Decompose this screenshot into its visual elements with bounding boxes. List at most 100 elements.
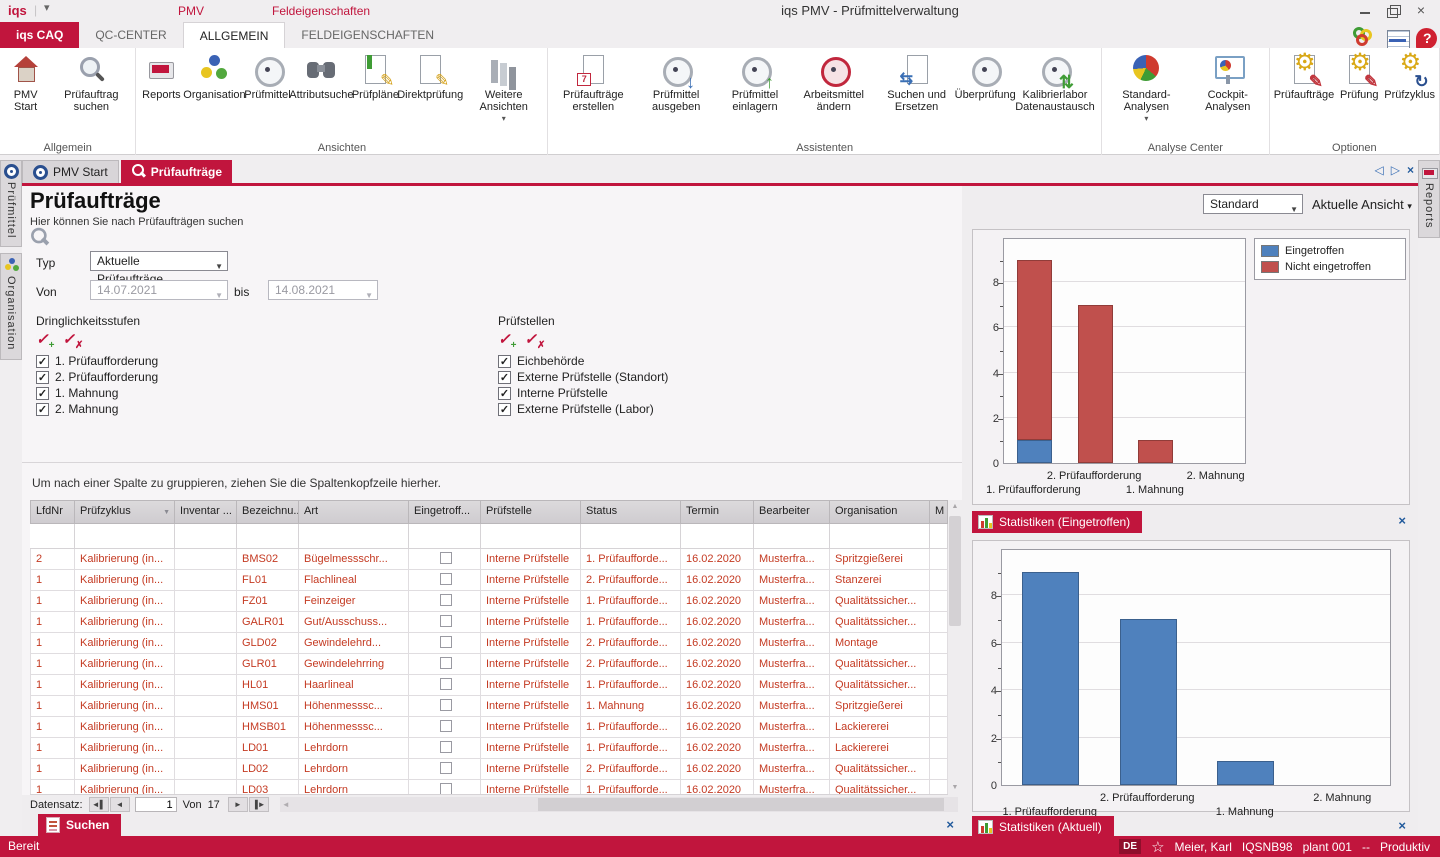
- ribbon-button-berpr-fung[interactable]: Überprüfung: [959, 50, 1011, 104]
- eingetroffen-checkbox[interactable]: [440, 573, 452, 585]
- theme-rings-icon[interactable]: [1352, 26, 1374, 48]
- column-header-inventar[interactable]: Inventar ...: [175, 500, 237, 524]
- checkbox-eichbeh-rde[interactable]: ✓Eichbehörde: [498, 354, 584, 368]
- panel-close-icon[interactable]: ×: [1398, 513, 1406, 528]
- first-record-button[interactable]: ◄▌: [89, 797, 109, 812]
- ribbon-button-organisation[interactable]: Organisation: [184, 50, 244, 104]
- scrollbar-thumb[interactable]: [949, 516, 961, 626]
- filter-cell[interactable]: [175, 524, 237, 549]
- select-all-icon[interactable]: ✓+: [498, 330, 516, 351]
- eingetroffen-checkbox[interactable]: [440, 636, 452, 648]
- filter-cell[interactable]: [409, 524, 481, 549]
- eingetroffen-checkbox[interactable]: [440, 762, 452, 774]
- ribbon-button-pr-fpl-ne[interactable]: ✎Prüfpläne: [352, 50, 398, 104]
- filter-cell[interactable]: [581, 524, 681, 549]
- rail-tab-pr-fmittel[interactable]: Prüfmittel: [0, 160, 22, 247]
- eingetroffen-checkbox[interactable]: [440, 615, 452, 627]
- table-row[interactable]: 1Kalibrierung (in...LD01LehrdornInterne …: [30, 738, 948, 759]
- column-header-bearbeiter[interactable]: Bearbeiter: [754, 500, 830, 524]
- column-header-m[interactable]: M: [930, 500, 948, 524]
- checkbox-2-mahnung[interactable]: ✓2. Mahnung: [36, 402, 118, 416]
- table-horizontal-scrollbar[interactable]: ◄: [280, 797, 958, 812]
- help-icon[interactable]: [1412, 26, 1434, 48]
- panel-close-icon[interactable]: ×: [946, 817, 954, 832]
- last-record-button[interactable]: ▐►: [249, 797, 269, 812]
- scroll-up-icon[interactable]: ▲: [948, 500, 962, 514]
- column-header-status[interactable]: Status: [581, 500, 681, 524]
- ribbon-button-pr-fmittel-einlagern[interactable]: ↑Prüfmittel einlagern: [716, 50, 794, 116]
- eingetroffen-checkbox[interactable]: [440, 720, 452, 732]
- panel-close-icon[interactable]: ×: [1398, 818, 1406, 833]
- tab-scroll-left-icon[interactable]: ◁: [1375, 163, 1384, 177]
- table-row[interactable]: 1Kalibrierung (in...HMS01Höhenmesssc...I…: [30, 696, 948, 717]
- ribbon-button-standard-analysen[interactable]: Standard-Analysen▾: [1104, 50, 1189, 126]
- filter-cell[interactable]: [830, 524, 930, 549]
- ribbon-button-pr-fung[interactable]: ⚙✎Prüfung: [1336, 50, 1382, 104]
- window-list-icon[interactable]: [1382, 26, 1404, 48]
- table-row[interactable]: 1Kalibrierung (in...GLR01Gewindelehrring…: [30, 654, 948, 675]
- eingetroffen-checkbox[interactable]: [440, 678, 452, 690]
- column-header-eingetroff[interactable]: Eingetroff...: [409, 500, 481, 524]
- column-header-bezeichnu[interactable]: Bezeichnu...: [237, 500, 299, 524]
- prev-record-button[interactable]: ◄: [110, 797, 130, 812]
- tab-statistiken-eingetroffen[interactable]: Statistiken (Eingetroffen): [972, 511, 1142, 533]
- view-select[interactable]: Standard▼: [1203, 194, 1303, 214]
- eingetroffen-checkbox[interactable]: [440, 552, 452, 564]
- language-badge[interactable]: DE: [1119, 839, 1141, 854]
- filter-cell[interactable]: [299, 524, 409, 549]
- eingetroffen-checkbox[interactable]: [440, 594, 452, 606]
- column-header-organisation[interactable]: Organisation: [830, 500, 930, 524]
- ribbon-button-pr-fauftr-ge-erstellen[interactable]: 7Prüfaufträge erstellen: [550, 50, 636, 116]
- scroll-down-icon[interactable]: ▼: [948, 781, 962, 795]
- ribbon-tab-iqs-caq[interactable]: iqs CAQ: [0, 22, 79, 48]
- filter-cell[interactable]: [481, 524, 581, 549]
- ribbon-button-weitere-ansichten[interactable]: Weitere Ansichten▾: [462, 50, 546, 126]
- select-all-icon[interactable]: ✓+: [36, 330, 54, 351]
- contextual-tab-feldeigenschaften[interactable]: Feldeigenschaften: [272, 4, 370, 18]
- bis-date-field[interactable]: 14.08.2021▼: [268, 280, 378, 300]
- table-row[interactable]: 1Kalibrierung (in...LD02LehrdornInterne …: [30, 759, 948, 780]
- tab-suchen[interactable]: Suchen: [38, 814, 121, 836]
- column-header-pr-fstelle[interactable]: Prüfstelle: [481, 500, 581, 524]
- tab-statistiken-aktuell[interactable]: Statistiken (Aktuell): [972, 816, 1114, 838]
- restore-button[interactable]: [1380, 0, 1406, 20]
- deselect-all-icon[interactable]: ✓✗: [524, 330, 545, 351]
- typ-select[interactable]: Aktuelle Prüfaufträge▼: [90, 251, 228, 271]
- tab-close-icon[interactable]: ×: [1407, 163, 1414, 177]
- deselect-all-icon[interactable]: ✓✗: [62, 330, 83, 351]
- eingetroffen-checkbox[interactable]: [440, 699, 452, 711]
- ribbon-button-pmv-start[interactable]: PMV Start: [2, 50, 49, 116]
- table-row[interactable]: 1Kalibrierung (in...HMSB01Höhenmesssc...…: [30, 717, 948, 738]
- rail-tab-organisation[interactable]: Organisation: [0, 253, 22, 359]
- filter-cell[interactable]: [681, 524, 754, 549]
- ribbon-button-attributsuche[interactable]: Attributsuche: [291, 50, 353, 104]
- ribbon-button-pr-fmittel-ausgeben[interactable]: ↓Prüfmittel ausgeben: [636, 50, 716, 116]
- checkbox-2-pr-faufforderung[interactable]: ✓2. Prüfaufforderung: [36, 370, 158, 384]
- scroll-left-icon[interactable]: ◄: [282, 800, 290, 809]
- ribbon-button-reports[interactable]: Reports: [138, 50, 184, 104]
- minimize-button[interactable]: [1352, 0, 1378, 20]
- ribbon-tab-allgemein[interactable]: ALLGEMEIN: [183, 22, 286, 48]
- eingetroffen-checkbox[interactable]: [440, 657, 452, 669]
- close-button[interactable]: ×: [1408, 0, 1434, 20]
- ribbon-button-pr-fzyklus[interactable]: ⚙↻Prüfzyklus: [1382, 50, 1437, 104]
- column-header-art[interactable]: Art: [299, 500, 409, 524]
- table-row[interactable]: 1Kalibrierung (in...LD03LehrdornInterne …: [30, 780, 948, 795]
- ribbon-tab-feldeigenschaften[interactable]: FELDEIGENSCHAFTEN: [285, 22, 450, 48]
- ribbon-button-pr-fauftr-ge[interactable]: ⚙✎Prüfaufträge: [1272, 50, 1337, 104]
- ribbon-button-suchen-und-ersetzen[interactable]: ⇆Suchen und Ersetzen: [874, 50, 960, 116]
- table-row[interactable]: 2Kalibrierung (in...BMS02Bügelmessschr..…: [30, 549, 948, 570]
- table-row[interactable]: 1Kalibrierung (in...FZ01FeinzeigerIntern…: [30, 591, 948, 612]
- tab-scroll-right-icon[interactable]: ▷: [1391, 163, 1400, 177]
- doc-tab-pr-fauftr-ge[interactable]: Prüfaufträge: [121, 160, 232, 183]
- checkbox-1-pr-faufforderung[interactable]: ✓1. Prüfaufforderung: [36, 354, 158, 368]
- checkbox-interne-pr-fstelle[interactable]: ✓Interne Prüfstelle: [498, 386, 608, 400]
- von-date-field[interactable]: 14.07.2021▼: [90, 280, 228, 300]
- filter-cell[interactable]: [75, 524, 175, 549]
- record-number-input[interactable]: [135, 797, 177, 812]
- eingetroffen-checkbox[interactable]: [440, 783, 452, 795]
- filter-cell[interactable]: [30, 524, 75, 549]
- table-row[interactable]: 1Kalibrierung (in...FL01FlachlinealInter…: [30, 570, 948, 591]
- filter-cell[interactable]: [237, 524, 299, 549]
- view-menu-button[interactable]: Aktuelle Ansicht ▾: [1312, 197, 1412, 212]
